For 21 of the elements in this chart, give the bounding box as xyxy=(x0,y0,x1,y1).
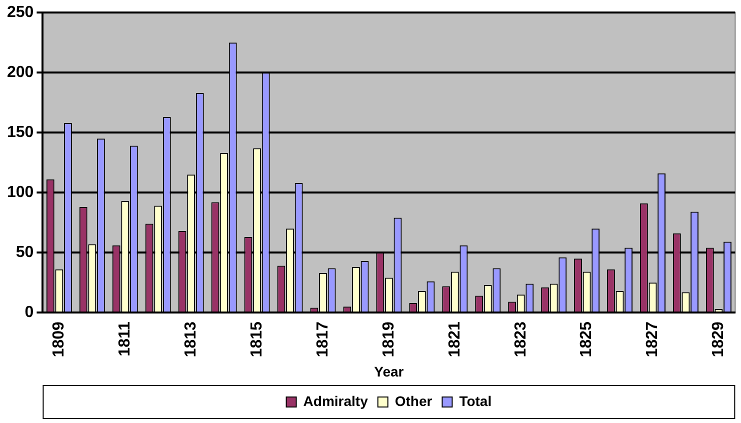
x-tick-label: 1827 xyxy=(644,322,662,358)
legend-label: Other xyxy=(394,392,433,409)
x-tick-label: 1823 xyxy=(512,322,530,358)
legend-label: Admiralty xyxy=(303,392,368,409)
x-tick-label: 1813 xyxy=(182,322,200,358)
legend-label: Total xyxy=(459,392,492,409)
x-tick-label: 1817 xyxy=(314,322,332,358)
x-tick-label: 1815 xyxy=(248,322,266,358)
y-tick-label: 100 xyxy=(6,184,34,202)
x-tick-label: 1811 xyxy=(116,322,134,356)
y-tick-label: 0 xyxy=(24,304,34,322)
y-tick-label: 50 xyxy=(16,244,34,262)
x-tick-label: 1821 xyxy=(446,322,464,358)
x-tick-label: 1829 xyxy=(710,322,728,358)
y-tick-label: 150 xyxy=(6,124,34,142)
x-tick-label: 1819 xyxy=(380,322,398,358)
x-axis-title: Year xyxy=(374,363,404,380)
x-tick-label: 1809 xyxy=(50,322,68,358)
y-tick-label: 200 xyxy=(6,64,34,82)
y-tick-label: 250 xyxy=(6,4,34,22)
x-tick-label: 1825 xyxy=(578,322,596,358)
